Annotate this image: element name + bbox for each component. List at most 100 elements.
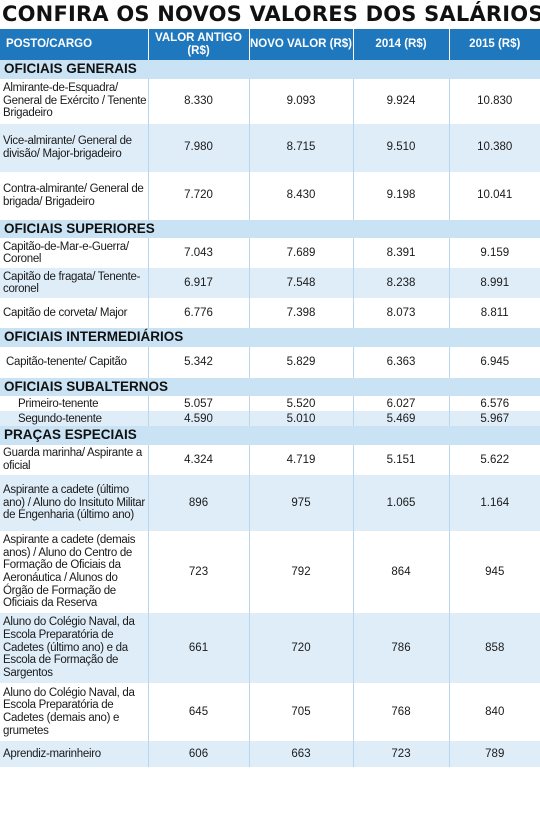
- novo-valor-cell: 8.430: [248, 171, 353, 220]
- section-title: OFICIAIS INTERMEDIÁRIOS: [0, 328, 540, 347]
- valor-antigo-cell: 4.590: [147, 411, 249, 427]
- posto-cell: Aprendiz-marinheiro: [0, 740, 148, 767]
- valor-2014-cell: 5.151: [352, 444, 449, 475]
- valor-2015-cell: 9.159: [448, 238, 540, 269]
- valor-antigo-cell: 7.043: [147, 238, 249, 269]
- table-row: Capitão de fragata/ Tenente-coronel 6.91…: [0, 268, 540, 299]
- valor-antigo-cell: 5.342: [147, 346, 249, 378]
- novo-valor-cell: 7.689: [248, 238, 353, 269]
- novo-valor-cell: 9.093: [248, 78, 353, 124]
- table-row: Segundo-tenente 4.590 5.010 5.469 5.967: [0, 411, 540, 427]
- posto-cell: Aspirante a cadete (demais anos) / Aluno…: [0, 530, 148, 613]
- valor-antigo-cell: 6.776: [147, 298, 249, 329]
- novo-valor-cell: 8.715: [248, 123, 353, 172]
- salary-table: POSTO/CARGO VALOR ANTIGO (R$) NOVO VALOR…: [0, 29, 540, 767]
- valor-2014-cell: 864: [352, 530, 449, 613]
- novo-valor-cell: 7.398: [248, 298, 353, 329]
- novo-valor-cell: 792: [248, 530, 353, 613]
- valor-2014-cell: 8.073: [352, 298, 449, 329]
- novo-valor-cell: 5.829: [248, 346, 353, 378]
- table-row: Almirante-de-Esquadra/ General de Exérci…: [0, 78, 540, 124]
- valor-antigo-cell: 7.720: [147, 171, 249, 220]
- posto-cell: Aspirante a cadete (último ano) / Aluno …: [0, 474, 148, 531]
- valor-2015-cell: 858: [448, 612, 540, 683]
- novo-valor-cell: 663: [248, 740, 353, 767]
- section-header: PRAÇAS ESPECIAIS: [0, 426, 540, 445]
- valor-2014-cell: 8.238: [352, 268, 449, 299]
- valor-2014-cell: 5.469: [352, 411, 449, 427]
- valor-antigo-cell: 5.057: [147, 396, 249, 412]
- posto-cell: Aluno do Colégio Naval, da Escola Prepar…: [0, 612, 148, 683]
- valor-2014-cell: 9.198: [352, 171, 449, 220]
- valor-antigo-cell: 723: [147, 530, 249, 613]
- header-posto: POSTO/CARGO: [0, 29, 148, 60]
- posto-cell: Capitão-tenente/ Capitão: [0, 346, 148, 378]
- valor-2015-cell: 10.830: [448, 78, 540, 124]
- posto-cell: Vice-almirante/ General de divisão/ Majo…: [0, 123, 148, 172]
- valor-antigo-cell: 661: [147, 612, 249, 683]
- section-header: OFICIAIS INTERMEDIÁRIOS: [0, 328, 540, 347]
- valor-antigo-cell: 8.330: [147, 78, 249, 124]
- valor-2014-cell: 768: [352, 682, 449, 741]
- table-row: Aluno do Colégio Naval, da Escola Prepar…: [0, 612, 540, 683]
- novo-valor-cell: 7.548: [248, 268, 353, 299]
- valor-2015-cell: 789: [448, 740, 540, 767]
- valor-antigo-cell: 7.980: [147, 123, 249, 172]
- novo-valor-cell: 975: [248, 474, 353, 531]
- table-row: Aspirante a cadete (último ano) / Aluno …: [0, 474, 540, 531]
- table-row: Guarda marinha/ Aspirante a oficial 4.32…: [0, 444, 540, 475]
- posto-cell: Contra-almirante/ General de brigada/ Br…: [0, 171, 148, 220]
- page-title: CONFIRA OS NOVOS VALORES DOS SALÁRIOS: [2, 2, 540, 26]
- posto-cell: Aluno do Colégio Naval, da Escola Prepar…: [0, 682, 148, 741]
- valor-2015-cell: 8.811: [448, 298, 540, 329]
- section-title: OFICIAIS SUBALTERNOS: [0, 377, 540, 397]
- table-row: Primeiro-tenente 5.057 5.520 6.027 6.576: [0, 396, 540, 412]
- header-novo-valor: NOVO VALOR (R$): [248, 29, 353, 60]
- valor-2014-cell: 8.391: [352, 238, 449, 269]
- valor-2015-cell: 10.380: [448, 123, 540, 172]
- table-row: Capitão-de-Mar-e-Guerra/ Coronel 7.043 7…: [0, 238, 540, 269]
- posto-cell: Segundo-tenente: [0, 411, 148, 427]
- header-valor-antigo: VALOR ANTIGO (R$): [147, 29, 249, 60]
- valor-antigo-cell: 896: [147, 474, 249, 531]
- posto-cell: Primeiro-tenente: [0, 396, 148, 412]
- valor-2015-cell: 6.945: [448, 346, 540, 378]
- valor-antigo-cell: 6.917: [147, 268, 249, 299]
- valor-2015-cell: 8.991: [448, 268, 540, 299]
- valor-2014-cell: 9.510: [352, 123, 449, 172]
- valor-antigo-cell: 4.324: [147, 444, 249, 475]
- novo-valor-cell: 720: [248, 612, 353, 683]
- header-2014: 2014 (R$): [352, 29, 449, 60]
- table-row: Vice-almirante/ General de divisão/ Majo…: [0, 123, 540, 172]
- novo-valor-cell: 5.010: [248, 411, 353, 427]
- section-title: OFICIAIS GENERAIS: [0, 60, 540, 79]
- valor-2015-cell: 840: [448, 682, 540, 741]
- valor-2015-cell: 1.164: [448, 474, 540, 531]
- novo-valor-cell: 5.520: [248, 396, 353, 412]
- novo-valor-cell: 4.719: [248, 444, 353, 475]
- table-row: Capitão-tenente/ Capitão 5.342 5.829 6.3…: [0, 346, 540, 378]
- valor-2015-cell: 10.041: [448, 171, 540, 220]
- table-row: Aluno do Colégio Naval, da Escola Prepar…: [0, 682, 540, 741]
- valor-2014-cell: 1.065: [352, 474, 449, 531]
- valor-2015-cell: 5.622: [448, 444, 540, 475]
- section-header: OFICIAIS GENERAIS: [0, 60, 540, 79]
- valor-antigo-cell: 645: [147, 682, 249, 741]
- valor-2014-cell: 6.027: [352, 396, 449, 412]
- table-row: Contra-almirante/ General de brigada/ Br…: [0, 171, 540, 220]
- valor-2014-cell: 786: [352, 612, 449, 683]
- valor-2015-cell: 945: [448, 530, 540, 613]
- posto-cell: Almirante-de-Esquadra/ General de Exérci…: [0, 78, 148, 124]
- table-row: Capitão de corveta/ Major 6.776 7.398 8.…: [0, 298, 540, 329]
- posto-cell: Capitão-de-Mar-e-Guerra/ Coronel: [0, 238, 148, 269]
- valor-antigo-cell: 606: [147, 740, 249, 767]
- table-row: Aspirante a cadete (demais anos) / Aluno…: [0, 530, 540, 613]
- section-header: OFICIAIS SUBALTERNOS: [0, 377, 540, 397]
- valor-2015-cell: 5.967: [448, 411, 540, 427]
- valor-2015-cell: 6.576: [448, 396, 540, 412]
- posto-cell: Capitão de corveta/ Major: [0, 298, 148, 329]
- section-title: PRAÇAS ESPECIAIS: [0, 426, 540, 445]
- novo-valor-cell: 705: [248, 682, 353, 741]
- valor-2014-cell: 723: [352, 740, 449, 767]
- table-row: Aprendiz-marinheiro 606 663 723 789: [0, 740, 540, 767]
